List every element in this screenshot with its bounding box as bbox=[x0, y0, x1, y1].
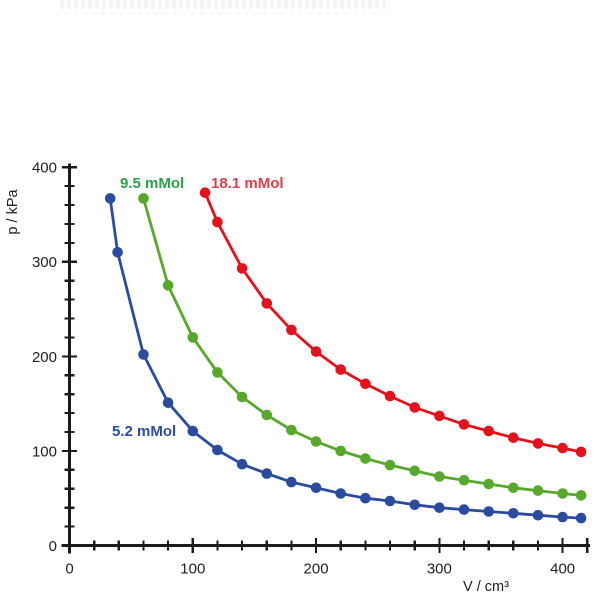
y-tick-label: 100 bbox=[32, 443, 57, 460]
data-point-series-0 bbox=[557, 511, 568, 523]
data-point-series-1 bbox=[310, 436, 322, 447]
data-point-series-2 bbox=[236, 263, 248, 274]
y-axis-title: p / kPa bbox=[5, 189, 21, 235]
series-label-9.5-mmol: 9.5 mMol bbox=[120, 175, 185, 192]
data-point-series-0 bbox=[104, 193, 116, 204]
data-point-series-0 bbox=[483, 506, 495, 517]
data-point-series-1 bbox=[409, 465, 421, 477]
data-point-series-2 bbox=[360, 378, 371, 390]
data-point-series-1 bbox=[458, 474, 470, 486]
data-point-series-1 bbox=[236, 391, 248, 403]
data-point-series-0 bbox=[434, 502, 445, 513]
cropped-content-artifact bbox=[66, 13, 378, 15]
data-point-series-1 bbox=[384, 459, 396, 471]
x-tick-label: 200 bbox=[304, 561, 329, 578]
x-tick-label: 300 bbox=[427, 561, 452, 578]
data-point-series-1 bbox=[187, 332, 199, 343]
data-point-series-0 bbox=[310, 482, 322, 494]
series-line-1 bbox=[142, 196, 583, 497]
data-point-series-0 bbox=[360, 492, 371, 504]
data-point-series-0 bbox=[261, 468, 273, 479]
data-point-series-2 bbox=[532, 438, 544, 449]
data-point-series-1 bbox=[434, 471, 445, 482]
data-point-series-2 bbox=[458, 419, 470, 430]
data-point-series-1 bbox=[212, 367, 223, 378]
data-point-series-2 bbox=[434, 410, 445, 422]
data-point-series-2 bbox=[286, 324, 297, 336]
data-point-series-1 bbox=[335, 445, 347, 457]
data-point-series-1 bbox=[508, 482, 519, 494]
data-point-series-2 bbox=[335, 364, 347, 375]
x-tick-label: 400 bbox=[550, 561, 575, 578]
data-point-series-0 bbox=[112, 247, 123, 258]
data-point-series-0 bbox=[212, 444, 223, 456]
data-point-series-0 bbox=[458, 504, 470, 515]
x-tick-label: 100 bbox=[180, 561, 205, 578]
x-tick-label: 0 bbox=[65, 561, 73, 578]
data-point-series-2 bbox=[310, 346, 322, 357]
data-point-series-0 bbox=[409, 499, 421, 511]
y-tick-label: 300 bbox=[32, 254, 57, 271]
data-point-series-2 bbox=[483, 425, 495, 437]
data-point-series-0 bbox=[508, 508, 519, 519]
data-point-series-2 bbox=[409, 402, 421, 413]
data-point-series-0 bbox=[384, 495, 396, 507]
series-label-18.1-mmol: 18.1 mMol bbox=[211, 175, 284, 192]
data-point-series-1 bbox=[483, 478, 495, 490]
data-point-series-1 bbox=[162, 280, 174, 291]
series-line-0 bbox=[108, 196, 583, 520]
data-point-series-2 bbox=[575, 446, 587, 458]
data-point-series-2 bbox=[384, 390, 396, 402]
data-point-series-1 bbox=[557, 488, 568, 499]
data-point-series-0 bbox=[187, 425, 199, 437]
y-tick-label: 0 bbox=[49, 538, 57, 555]
x-axis-title: V / cm³ bbox=[463, 579, 509, 595]
data-point-series-2 bbox=[557, 442, 568, 454]
y-tick-label: 400 bbox=[32, 160, 57, 177]
data-point-series-0 bbox=[138, 349, 149, 360]
data-point-series-0 bbox=[335, 488, 347, 499]
cropped-content-artifact bbox=[60, 0, 390, 9]
series-label-5.2-mmol: 5.2 mMol bbox=[112, 423, 177, 440]
data-point-series-1 bbox=[532, 485, 544, 496]
data-point-series-0 bbox=[236, 458, 248, 470]
data-point-series-0 bbox=[532, 509, 544, 521]
data-point-series-2 bbox=[261, 298, 273, 309]
data-point-series-2 bbox=[212, 216, 223, 228]
data-point-series-1 bbox=[360, 453, 371, 464]
data-point-series-0 bbox=[162, 397, 174, 409]
data-point-series-0 bbox=[286, 476, 297, 488]
data-point-series-0 bbox=[575, 512, 587, 524]
series-line-2 bbox=[203, 191, 583, 454]
data-point-series-2 bbox=[199, 187, 211, 198]
data-point-series-1 bbox=[261, 409, 273, 421]
data-point-series-1 bbox=[286, 424, 297, 436]
data-point-series-1 bbox=[138, 193, 149, 204]
data-point-series-2 bbox=[508, 432, 519, 444]
y-tick-label: 200 bbox=[32, 349, 57, 366]
data-point-series-1 bbox=[575, 490, 587, 501]
